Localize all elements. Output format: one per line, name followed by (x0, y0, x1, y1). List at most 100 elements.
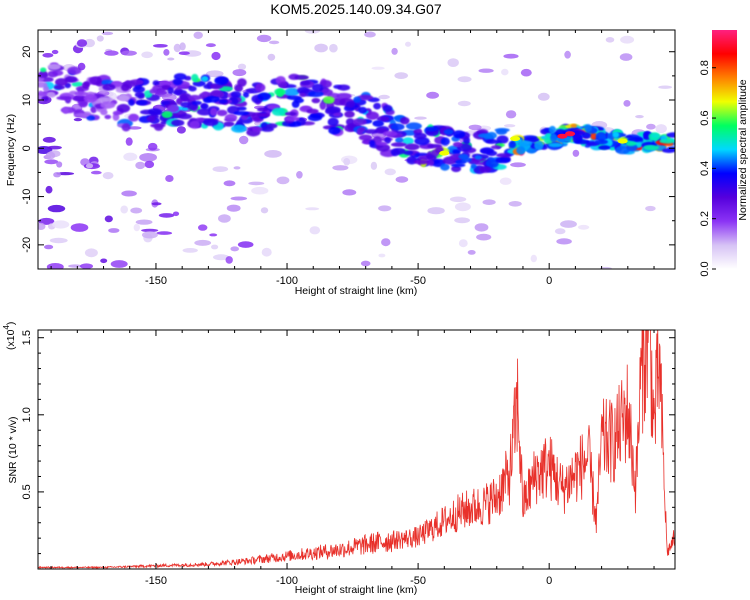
spectrogram-noise-blob (426, 91, 439, 99)
spectrogram-ridge-blob (413, 132, 427, 140)
spectrogram-ridge-blob (428, 159, 435, 167)
spectrogram-noise-blob (121, 190, 137, 197)
spectrogram-noise-blob (619, 53, 633, 61)
spectrogram-noise-blob (454, 202, 471, 212)
spectrogram-noise-blob (49, 237, 68, 244)
y-tick-label: 1.5 (21, 330, 33, 345)
spectrogram-noise-blob (530, 254, 537, 263)
spectrogram-ridge-blob (452, 130, 466, 139)
spectrogram-ridge-blob (178, 113, 193, 120)
spectrogram-ridge-blob (651, 133, 660, 139)
spectrogram-ridge-blob (101, 79, 114, 86)
spectrogram-ridge-blob (194, 117, 205, 123)
colorbar-tick-label: 0.0 (699, 261, 711, 276)
spectrogram-noise-blob (139, 153, 158, 162)
spectrogram-noise-blob (268, 40, 280, 45)
spectrogram-noise-blob (309, 226, 321, 235)
spectrogram-noise-blob (503, 53, 519, 59)
spectrogram-noise-blob (560, 220, 577, 228)
spectrogram-noise-blob (42, 53, 54, 58)
spectrogram-ridge-blob (425, 126, 438, 132)
spectrogram-noise-blob (467, 250, 476, 255)
spectrogram-noise-blob (370, 161, 378, 170)
spectrogram-ridge-blob (257, 92, 272, 101)
spectrogram-noise-blob (499, 177, 512, 185)
spectrogram-noise-blob (84, 248, 98, 258)
spectrogram-ridge-blob (171, 119, 185, 127)
spectrogram-ridge-blob (323, 96, 335, 104)
spectrogram-noise-blob (46, 263, 64, 269)
spectrogram-noise-blob (233, 166, 241, 170)
spectrogram-ridge-blob (43, 85, 49, 93)
spectrogram-ridge-blob (612, 131, 620, 138)
spectrogram-noise-blob (537, 92, 550, 101)
spectrogram-ridge-blob (570, 123, 578, 128)
spectrogram-noise-blob (38, 222, 46, 230)
spectrogram-ridge-blob (73, 96, 86, 101)
spectrogram-ridge-blob (311, 97, 321, 104)
spectrogram-noise-blob (172, 211, 180, 217)
spectrogram-ridge-blob (102, 83, 116, 91)
spectrogram-ridge-blob (286, 95, 302, 101)
spectrogram-ridge-blob (337, 84, 351, 91)
spectrogram-ridge-blob (359, 126, 366, 133)
spectrogram-noise-blob (133, 223, 140, 232)
spectrogram-noise-blob (144, 160, 155, 169)
spectrogram-ridge-blob (116, 103, 131, 113)
spectrogram-ridge-blob (452, 141, 463, 148)
spectrogram-noise-blob (256, 34, 272, 43)
spectrogram-noise-blob (457, 100, 471, 107)
spectrogram-ridge-blob (74, 91, 89, 97)
spectrogram-ridge-blob (47, 63, 61, 70)
snr-plot-area (38, 330, 675, 569)
spectrogram-noise-blob (42, 136, 56, 143)
spectrogram-noise-blob (45, 185, 53, 194)
spectrogram-noise-blob (260, 207, 269, 214)
spectrogram-noise-blob (123, 152, 138, 161)
spectrogram-ridge-blob (369, 140, 376, 147)
spectrogram-noise-blob (454, 217, 470, 224)
spectrogram-noise-blob (153, 44, 168, 48)
spectrogram-noise-blob (427, 207, 445, 215)
spectrogram-noise-blob (163, 49, 170, 56)
spectrogram-ridge-blob (152, 80, 160, 86)
spectrogram-noise-blob (457, 76, 472, 83)
spectrogram-noise-blob (655, 124, 667, 134)
spectrogram-noise-blob (206, 70, 224, 78)
spectrogram-noise-blob (394, 72, 409, 79)
spectrogram-ridge-blob (400, 117, 410, 125)
spectrogram-ridge-blob (308, 90, 324, 98)
spectrogram-ridge-blob (443, 129, 454, 135)
spectrogram-noise-blob (213, 254, 230, 261)
spectrogram-noise-blob (205, 43, 216, 48)
y-tick-label: -20 (21, 237, 33, 253)
spectrogram-noise-blob (635, 115, 644, 119)
x-tick-label: -150 (145, 575, 167, 587)
spectrogram-noise-blob (577, 224, 590, 230)
spectrogram-ridge-blob (327, 117, 339, 127)
spectrogram-ridge-blob (200, 103, 209, 110)
spectrogram-ridge-blob (615, 145, 630, 155)
spectrogram-noise-blob (85, 163, 94, 169)
spectrogram-ridge-blob (494, 128, 510, 133)
spectrogram-peak-blob (565, 131, 576, 137)
spectrogram-noise-blob (110, 260, 128, 268)
spectrogram-peak-blob (439, 150, 450, 156)
snr-line (38, 330, 675, 569)
snr-scale-prefix: (x10 (5, 329, 17, 350)
spectrogram-noise-blob (458, 239, 468, 248)
spectrogram-ridge-blob (395, 137, 404, 144)
spectrogram-ridge-blob (384, 137, 392, 144)
colorbar: 0.0 0.2 0.4 0.6 0.8 Normalized spectral ampl… (699, 30, 749, 277)
spectrogram-noise-blob (56, 161, 63, 168)
spectrogram-ridge-blob (210, 107, 218, 116)
x-tick-label: -150 (145, 275, 167, 287)
spectrogram-ridge-blob (300, 80, 311, 86)
spectrogram-noise-blob (504, 124, 516, 128)
spectrogram-ridge-blob (584, 124, 592, 133)
spectrogram-noise-blob (176, 126, 186, 134)
spectrogram-ridge-blob (452, 149, 461, 155)
spectrogram-ridge-blob (659, 138, 675, 144)
spectrogram-noise-blob (264, 150, 282, 158)
spectrogram-ridge-blob (479, 166, 492, 173)
